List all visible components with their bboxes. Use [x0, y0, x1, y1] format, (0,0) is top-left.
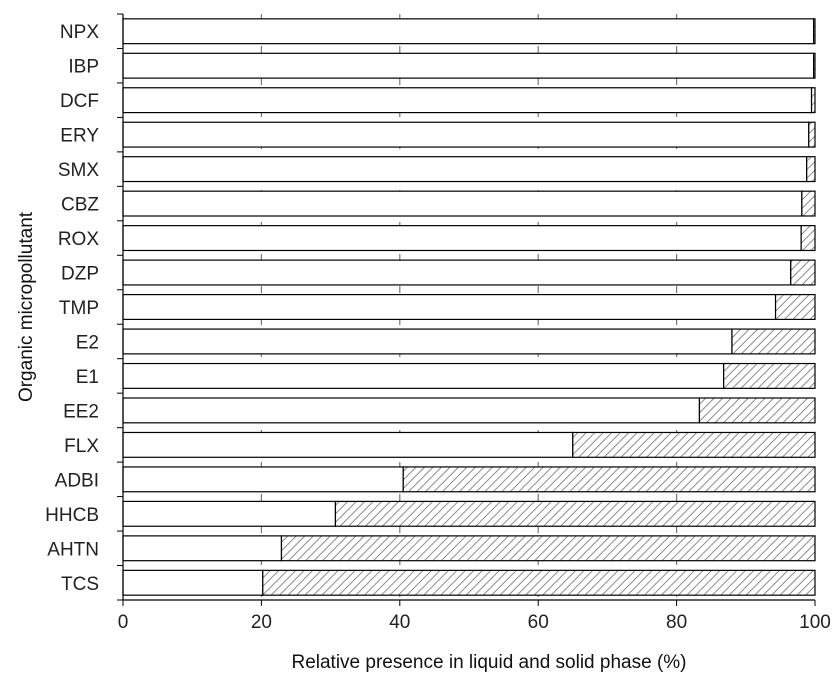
bar-liquid-smx	[122, 156, 808, 183]
bar-liquid-rox	[122, 225, 802, 252]
bar-solid-tcs	[262, 569, 816, 596]
category-label-ahtn: AHTN	[47, 539, 99, 560]
bar-liquid-tmp	[122, 293, 777, 321]
category-label-npx: NPX	[60, 22, 99, 43]
bar-liquid-e1	[122, 362, 725, 389]
bar-liquid-cbz	[122, 190, 803, 217]
bar-liquid-tcs	[122, 569, 264, 596]
bar-solid-flx	[572, 431, 816, 458]
bar-liquid-hhcb	[122, 500, 337, 527]
bar-solid-cbz	[801, 190, 816, 217]
bar-solid-ibp	[813, 52, 816, 79]
bar-solid-adbi	[402, 466, 816, 493]
category-label-hhcb: HHCB	[45, 505, 99, 526]
category-label-dzp: DZP	[61, 264, 99, 285]
bar-liquid-e2	[122, 328, 733, 355]
category-labels: NPX IBP DCF ERY SMX CBZ ROX DZP TMP E2 E1 EE2 FLX ADB…	[45, 22, 99, 595]
bar-liquid-ahtn	[122, 535, 283, 562]
bars	[122, 18, 816, 596]
category-label-cbz: CBZ	[61, 195, 99, 216]
x-tick-label-0: 0	[118, 612, 129, 633]
bar-solid-rox	[800, 225, 816, 252]
bar-solid-dzp	[790, 259, 816, 286]
bar-liquid-flx	[122, 431, 574, 458]
bar-solid-e1	[723, 362, 816, 389]
y-axis-title: Organic micropollutant	[16, 211, 37, 402]
bar-solid-e2	[731, 328, 816, 355]
x-axis-title: Relative presence in liquid and solid ph…	[291, 652, 686, 673]
bar-liquid-adbi	[122, 466, 404, 493]
x-tick-label-40: 40	[389, 612, 410, 633]
x-tick-label-100: 100	[799, 612, 831, 633]
bar-liquid-dcf	[122, 87, 813, 114]
bar-solid-npx	[813, 18, 816, 45]
category-label-e1: E1	[76, 367, 99, 388]
category-label-rox: ROX	[58, 229, 100, 250]
bar-solid-ahtn	[280, 535, 816, 562]
x-tick-label-60: 60	[528, 612, 549, 633]
bar-liquid-ibp	[122, 52, 815, 79]
bar-liquid-ee2	[122, 397, 701, 424]
x-tick-label-80: 80	[666, 612, 687, 633]
category-label-dcf: DCF	[60, 91, 99, 112]
category-label-tmp: TMP	[59, 298, 99, 319]
x-tick-labels: 0 20 40 60 80 100	[118, 612, 831, 633]
bar-solid-dcf	[810, 87, 816, 114]
bar-liquid-npx	[122, 18, 815, 45]
x-tick-label-20: 20	[251, 612, 272, 633]
category-label-tcs: TCS	[61, 574, 99, 595]
category-label-ery: ERY	[60, 126, 99, 147]
bar-solid-ery	[808, 121, 816, 148]
bar-solid-tmp	[774, 293, 816, 321]
bar-liquid-ery	[122, 121, 810, 148]
bar-solid-hhcb	[334, 500, 816, 527]
bar-solid-ee2	[698, 397, 816, 424]
category-label-adbi: ADBI	[55, 470, 99, 491]
category-label-ee2: EE2	[63, 401, 99, 422]
category-label-e2: E2	[76, 332, 99, 353]
bar-liquid-dzp	[122, 259, 792, 286]
category-label-smx: SMX	[58, 160, 100, 181]
axes	[117, 13, 816, 606]
category-label-ibp: IBP	[68, 57, 99, 78]
bar-solid-smx	[806, 156, 816, 183]
category-label-flx: FLX	[64, 436, 99, 457]
